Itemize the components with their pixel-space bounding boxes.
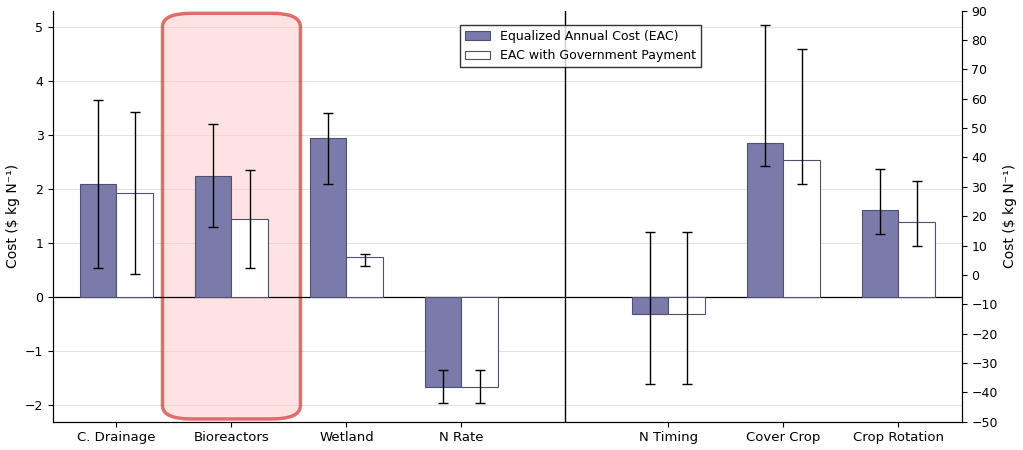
Bar (861, 210, 898, 297)
Bar (668, 297, 705, 314)
Bar (425, 297, 461, 387)
Bar (747, 143, 784, 297)
Bar (117, 193, 153, 297)
Y-axis label: Cost ($ kg N⁻¹): Cost ($ kg N⁻¹) (5, 164, 19, 268)
Y-axis label: Cost ($ kg N⁻¹): Cost ($ kg N⁻¹) (1004, 164, 1018, 268)
Bar (310, 138, 347, 297)
FancyBboxPatch shape (163, 13, 301, 419)
Bar (194, 176, 231, 297)
Bar (784, 160, 820, 297)
Bar (461, 297, 498, 387)
Legend: Equalized Annual Cost (EAC), EAC with Government Payment: Equalized Annual Cost (EAC), EAC with Go… (459, 25, 701, 68)
Bar (898, 222, 935, 297)
Bar (347, 256, 384, 297)
Bar (80, 184, 117, 297)
Bar (231, 219, 268, 297)
Bar (631, 297, 668, 314)
